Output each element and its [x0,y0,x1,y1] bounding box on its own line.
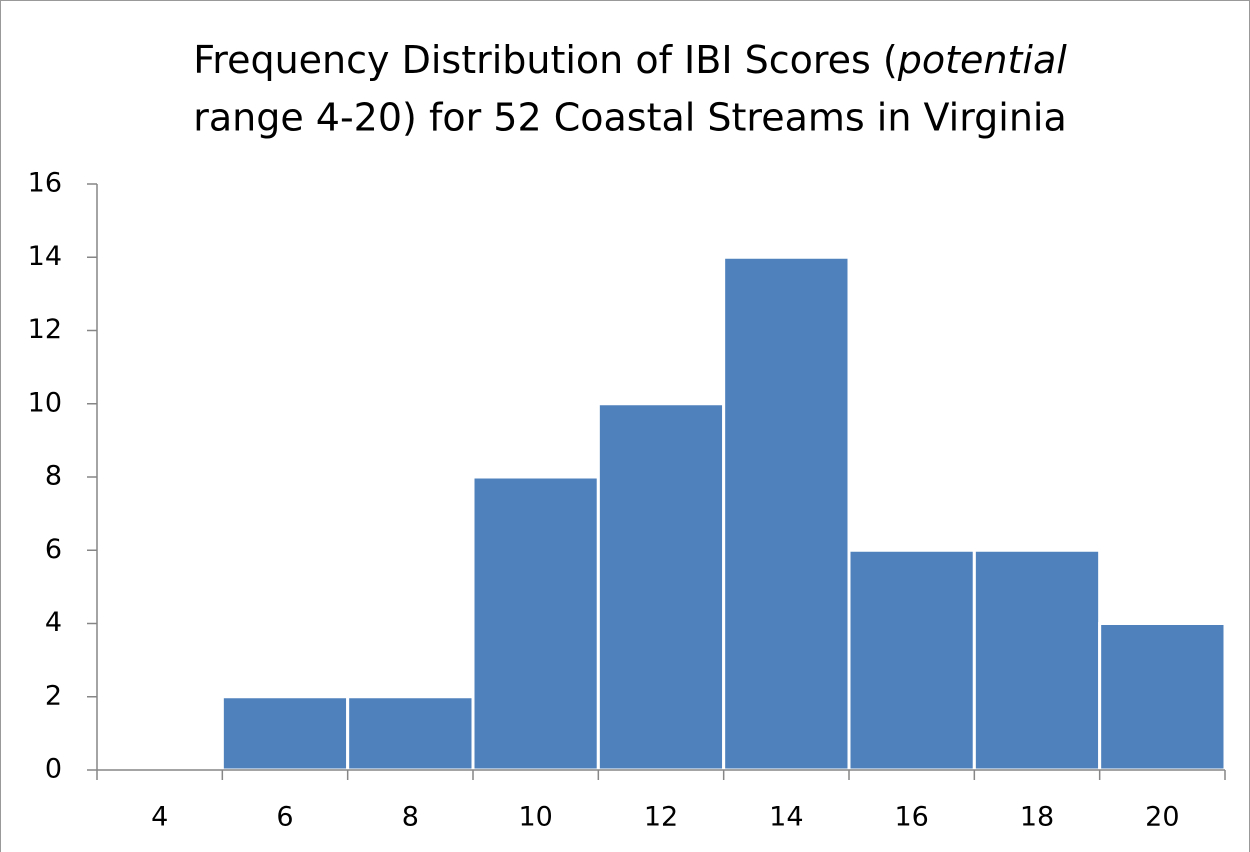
x-tick-label: 18 [1020,802,1054,833]
bar [1098,622,1227,772]
x-tick-label: 6 [276,802,293,833]
bar [346,695,475,772]
x-tick-label: 16 [894,802,928,833]
title-part: Frequency Distribution of IBI Scores ( [193,38,898,82]
bar [471,475,600,772]
y-tick-label: 14 [28,241,62,272]
bar [847,548,976,772]
y-tick-label: 2 [45,680,62,711]
bar [596,402,726,772]
y-tick-label: 4 [45,607,62,638]
y-tick-label: 8 [45,461,62,492]
x-tick-label: 12 [644,802,678,833]
bar [722,255,851,772]
x-tick-label: 14 [769,802,803,833]
bar [972,548,1102,772]
y-tick-label: 6 [45,534,62,565]
y-tick-label: 10 [28,387,62,418]
x-tick-label: 10 [518,802,552,833]
title-part: potential [897,38,1067,82]
chart-title: Frequency Distribution of IBI Scores (po… [193,38,1067,82]
x-tick-label: 8 [402,802,419,833]
bar [220,695,350,772]
x-tick-label: 4 [151,802,168,833]
y-tick-label: 0 [45,754,62,785]
x-tick-label: 20 [1145,802,1179,833]
chart-title: range 4-20) for 52 Coastal Streams in Vi… [193,96,1067,140]
y-tick-label: 12 [28,314,62,345]
y-tick-label: 16 [28,168,62,199]
